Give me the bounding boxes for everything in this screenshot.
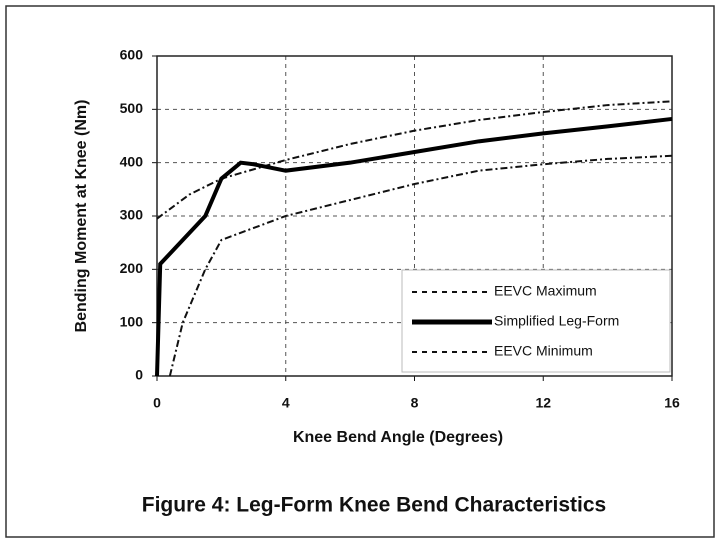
y-tick-label: 300: [120, 207, 144, 223]
legend-label: Simplified Leg-Form: [494, 313, 619, 329]
x-tick-label: 8: [411, 395, 419, 411]
series-line: [168, 154, 673, 377]
y-tick-label: 600: [120, 47, 144, 63]
x-axis-label: Knee Bend Angle (Degrees): [293, 429, 503, 446]
y-tick-label: 200: [120, 260, 144, 276]
x-tick-label: 12: [535, 395, 551, 411]
y-tick-label: 100: [120, 313, 144, 329]
series-line: [155, 116, 673, 377]
plot-area: [156, 55, 673, 377]
x-tick-label: 16: [664, 395, 680, 411]
frame: [5, 5, 715, 538]
y-tick-label: 400: [120, 153, 144, 169]
chart-title: Figure 4: Leg-Form Knee Bend Characteris…: [142, 494, 606, 517]
y-axis-label: Bending Moment at Knee (Nm): [73, 100, 90, 333]
y-tick-label: 0: [135, 367, 143, 383]
series-line: [156, 100, 673, 220]
x-tick-label: 0: [153, 395, 161, 411]
x-tick-label: 4: [282, 395, 290, 411]
legend-label: EEVC Minimum: [494, 343, 593, 359]
y-tick-label: 500: [120, 100, 144, 116]
legend-label: EEVC Maximum: [494, 283, 597, 299]
